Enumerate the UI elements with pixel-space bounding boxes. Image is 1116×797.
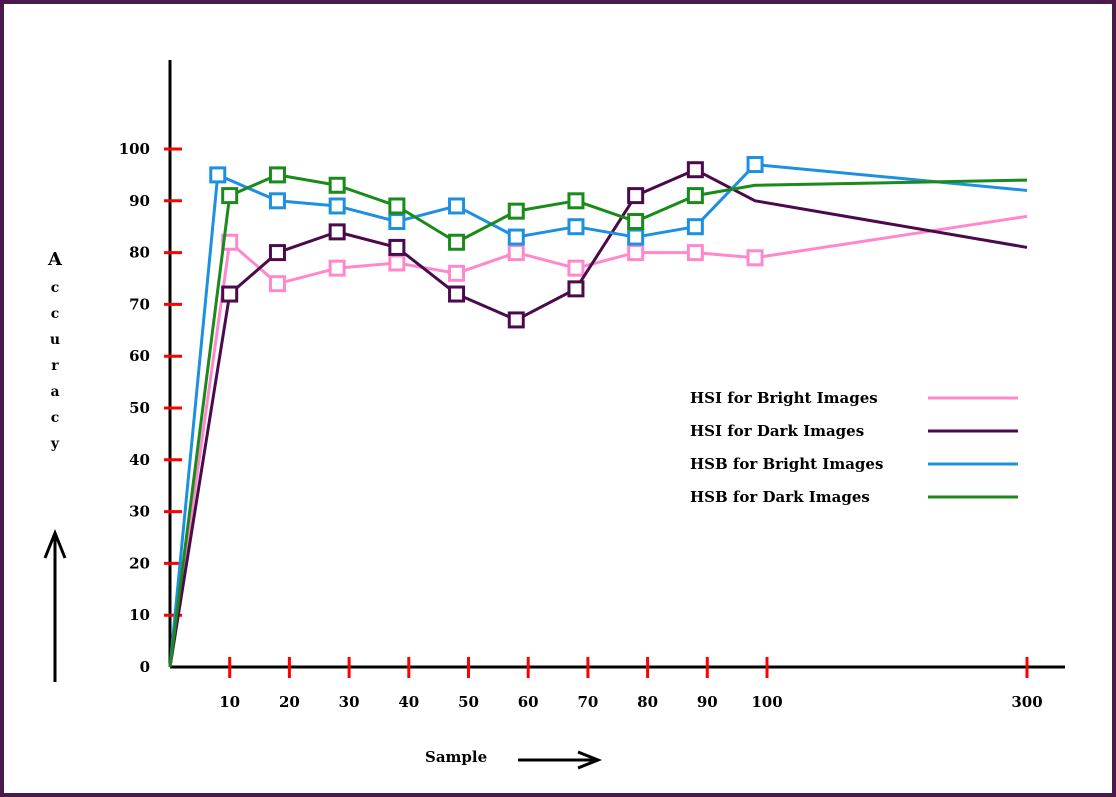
y-axis-label-letter: A — [47, 249, 63, 270]
series-line — [168, 173, 1028, 668]
x-tick-label: 80 — [637, 693, 658, 711]
data-point — [448, 197, 466, 215]
x-axis-label: Sample — [425, 748, 487, 766]
y-axis-label-letter: u — [50, 332, 60, 348]
legend-label: HSB for Bright Images — [690, 455, 883, 473]
y-tick-label: 0 — [140, 658, 150, 676]
series-1 — [168, 214, 1028, 668]
y-tick-label: 50 — [129, 399, 150, 417]
x-tick-label: 40 — [398, 693, 419, 711]
series-2 — [168, 161, 1028, 668]
axes — [168, 60, 1065, 669]
series-line — [168, 163, 1028, 668]
data-point — [448, 285, 466, 303]
data-point — [567, 259, 585, 277]
data-point — [221, 285, 239, 303]
x-ticks: 10 20 30 40 50 60 70 80 90 100 300 — [219, 657, 1043, 711]
y-ticks: 0 10 20 30 40 50 60 70 80 90 100 — [119, 140, 182, 676]
legend-label: HSI for Dark Images — [690, 422, 864, 440]
data-point — [448, 264, 466, 282]
data-point — [268, 192, 286, 210]
data-point — [567, 218, 585, 236]
x-tick-label: 70 — [577, 693, 598, 711]
y-axis-arrow — [43, 528, 67, 682]
data-point — [328, 176, 346, 194]
y-tick-label: 30 — [129, 503, 150, 521]
x-tick-label: 300 — [1011, 693, 1042, 711]
data-point — [627, 213, 645, 231]
y-tick-label: 100 — [119, 140, 150, 158]
y-tick-label: 90 — [129, 192, 150, 210]
data-point — [209, 166, 227, 184]
y-axis-label-letter: c — [51, 306, 60, 322]
data-point — [328, 197, 346, 215]
y-tick-label: 80 — [129, 244, 150, 262]
x-tick-label: 50 — [458, 693, 479, 711]
data-point — [686, 218, 704, 236]
y-axis-label-letter: a — [50, 384, 59, 400]
legend: HSI for Bright Images HSI for Dark Images… — [690, 389, 1018, 506]
x-axis-arrow — [518, 750, 603, 770]
data-point — [268, 166, 286, 184]
y-tick-label: 20 — [129, 554, 150, 572]
data-point — [627, 244, 645, 262]
series-line — [168, 214, 1028, 668]
data-point — [388, 213, 406, 231]
y-tick-label: 40 — [129, 451, 150, 469]
y-tick-label: 60 — [129, 347, 150, 365]
data-point — [507, 311, 525, 329]
y-tick-label: 70 — [129, 295, 150, 313]
y-axis-label-letter: y — [50, 436, 60, 452]
x-tick-label: 20 — [279, 693, 300, 711]
data-point — [746, 156, 764, 174]
y-axis-label-letter: c — [51, 280, 60, 296]
legend-label: HSB for Dark Images — [690, 488, 870, 506]
y-tick-label: 10 — [129, 606, 150, 624]
data-point — [567, 192, 585, 210]
data-point — [686, 187, 704, 205]
data-point — [388, 254, 406, 272]
y-axis-label-letter: r — [51, 358, 59, 374]
data-point — [686, 161, 704, 179]
data-point — [328, 259, 346, 277]
data-point — [627, 228, 645, 246]
y-axis-label-letter: c — [51, 410, 60, 426]
data-point — [388, 238, 406, 256]
x-tick-label: 10 — [219, 693, 240, 711]
data-point — [507, 244, 525, 262]
series-3 — [168, 156, 1028, 668]
data-point — [686, 244, 704, 262]
x-tick-label: 60 — [518, 693, 539, 711]
series-layer — [168, 156, 1028, 668]
data-point — [507, 202, 525, 220]
x-tick-label: 100 — [751, 693, 782, 711]
data-point — [567, 280, 585, 298]
x-tick-label: 90 — [697, 693, 718, 711]
series-4 — [168, 166, 1028, 668]
data-point — [448, 233, 466, 251]
data-point — [268, 244, 286, 262]
data-point — [627, 187, 645, 205]
data-point — [388, 197, 406, 215]
data-point — [221, 187, 239, 205]
x-tick-label: 30 — [339, 693, 360, 711]
series-line — [168, 168, 1028, 668]
data-point — [507, 228, 525, 246]
data-point — [328, 223, 346, 241]
data-point — [746, 249, 764, 267]
data-point — [268, 275, 286, 293]
legend-label: HSI for Bright Images — [690, 389, 878, 407]
